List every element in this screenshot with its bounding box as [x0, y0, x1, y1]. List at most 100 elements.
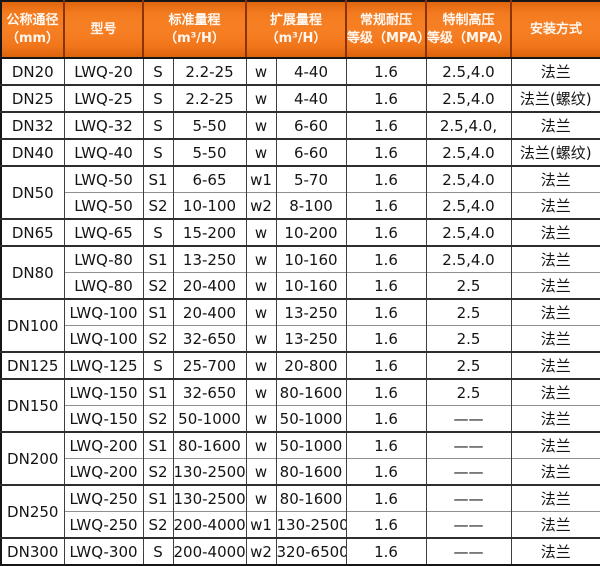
cell-ext-code: w2 [245, 192, 276, 219]
cell-normal-pressure: 1.6 [345, 405, 426, 432]
cell-dn: DN125 [0, 351, 64, 379]
table-row: DN300 LWQ-300 S 200-4000 w2 320-6500 1.6 —— 法兰 [0, 537, 600, 565]
cell-install: 法兰 [510, 192, 600, 219]
cell-std-code: S [142, 84, 173, 112]
cell-dn: DN40 [0, 138, 64, 166]
table-row: LWQ-100 S2 32-650 w 13-250 1.6 2.5 法兰 [1, 325, 600, 352]
cell-high-pressure: —— [425, 431, 511, 459]
cell-ext-code: w1 [245, 511, 276, 538]
cell-install: 法兰 [510, 431, 600, 459]
table-row: DN65 LWQ-65 S 15-200 w 10-200 1.6 2.5,4.0 法兰 [0, 218, 600, 246]
cell-ext-code: w [245, 245, 276, 273]
table-row: LWQ-80 S2 20-400 w 10-160 1.6 2.5 法兰 [1, 272, 600, 299]
cell-high-pressure: —— [425, 484, 511, 512]
header-row: 公称通径 （mm） 型号 标准量程 （m³/H） 扩展量程 （m³/H） 常规耐… [1, 1, 600, 59]
cell-ext-code: w [245, 378, 276, 406]
header-unit: 等级（MPA） [347, 30, 431, 46]
table-row: DN150 LWQ-150 S1 32-650 w 80-1600 1.6 2.5 法兰 [0, 378, 600, 432]
cell-normal-pressure: 1.6 [345, 84, 426, 112]
cell-ext-range: 320-6500 [275, 537, 346, 565]
cell-model: LWQ-20 [63, 57, 143, 85]
cell-std-code: S1 [142, 378, 173, 406]
cell-install: 法兰 [510, 537, 600, 565]
cell-std-code: S2 [142, 192, 173, 219]
cell-ext-range: 80-1600 [275, 458, 346, 485]
cell-model: LWQ-250 [63, 484, 143, 512]
cell-std-range: 50-1000 [172, 405, 246, 432]
cell-ext-range: 130-2500 [275, 511, 346, 538]
cell-dn: DN25 [0, 84, 64, 112]
cell-normal-pressure: 1.6 [345, 165, 426, 193]
cell-std-range: 5-50 [172, 111, 246, 139]
header-standard-range: 标准量程 （m³/H） [142, 1, 246, 59]
cell-high-pressure: 2.5 [425, 378, 511, 406]
cell-ext-code: w [245, 111, 276, 139]
cell-ext-range: 50-1000 [275, 431, 346, 459]
cell-std-code: S [142, 351, 173, 379]
cell-std-range: 25-700 [172, 351, 246, 379]
cell-ext-code: w [245, 325, 276, 352]
cell-model: LWQ-100 [63, 325, 143, 352]
cell-model: LWQ-50 [63, 165, 143, 193]
cell-model: LWQ-50 [63, 192, 143, 219]
cell-normal-pressure: 1.6 [345, 484, 426, 512]
cell-dn: DN50 [0, 165, 64, 219]
cell-ext-range: 80-1600 [275, 484, 346, 512]
cell-model: LWQ-150 [63, 378, 143, 406]
cell-high-pressure: 2.5,4.0 [425, 138, 511, 166]
table-row: DN40 LWQ-40 S 5-50 w 6-60 1.6 2.5,4.0 法兰(螺纹) [0, 138, 600, 166]
cell-ext-code: w [245, 138, 276, 166]
cell-normal-pressure: 1.6 [345, 272, 426, 299]
cell-std-code: S [142, 537, 173, 565]
cell-ext-range: 8-100 [275, 192, 346, 219]
cell-std-code: S2 [142, 325, 173, 352]
cell-dn: DN300 [0, 537, 64, 565]
cell-ext-range: 6-60 [275, 111, 346, 139]
header-unit: （m³/H） [164, 30, 225, 46]
cell-ext-range: 4-40 [275, 57, 346, 85]
cell-std-range: 2.2-25 [172, 84, 246, 112]
table-row: DN80 LWQ-80 S1 13-250 w 10-160 1.6 2.5,4.0 法兰 [0, 245, 600, 299]
table-row: DN125 LWQ-125 S 25-700 w 20-800 1.6 2.5 法兰 [0, 351, 600, 379]
cell-std-code: S [142, 57, 173, 85]
cell-model: LWQ-125 [63, 351, 143, 379]
cell-install: 法兰 [510, 484, 600, 512]
header-label: 型号 [90, 21, 117, 37]
header-installation: 安装方式 [510, 1, 600, 59]
header-unit: （mm） [5, 30, 60, 46]
header-label: 特制高压 [442, 12, 495, 28]
header-high-pressure: 特制高压 等级（MPA） [425, 1, 511, 59]
cell-high-pressure: 2.5 [425, 351, 511, 379]
cell-normal-pressure: 1.6 [345, 218, 426, 246]
cell-ext-code: w1 [245, 165, 276, 193]
table-row: DN50 LWQ-50 S1 6-65 w1 5-70 1.6 2.5,4.0 法兰 [0, 165, 600, 219]
header-model: 型号 [63, 1, 143, 59]
cell-dn: DN100 [0, 298, 64, 352]
cell-std-range: 200-4000 [172, 511, 246, 538]
cell-ext-code: w2 [245, 537, 276, 565]
cell-ext-code: w [245, 272, 276, 299]
table-row: LWQ-250 S2 200-4000 w1 130-2500 1.6 —— 法兰 [1, 511, 600, 538]
header-label: 常规耐压 [359, 12, 412, 28]
cell-install: 法兰 [510, 272, 600, 299]
cell-std-range: 200-4000 [172, 537, 246, 565]
table-row: DN250 LWQ-250 S1 130-2500 w 80-1600 1.6 —— 法兰 [0, 484, 600, 538]
header-label: 安装方式 [529, 21, 582, 37]
cell-std-range: 20-400 [172, 272, 246, 299]
cell-std-code: S1 [142, 298, 173, 326]
cell-ext-code: w [245, 458, 276, 485]
cell-high-pressure: 2.5,4.0 [425, 245, 511, 273]
cell-std-code: S [142, 218, 173, 246]
cell-model: LWQ-32 [63, 111, 143, 139]
cell-install: 法兰(螺纹) [510, 138, 600, 166]
cell-dn: DN80 [0, 245, 64, 299]
cell-ext-code: w [245, 298, 276, 326]
cell-dn: DN65 [0, 218, 64, 246]
cell-std-code: S1 [142, 431, 173, 459]
cell-ext-range: 10-160 [275, 272, 346, 299]
cell-normal-pressure: 1.6 [345, 57, 426, 85]
cell-ext-range: 4-40 [275, 84, 346, 112]
header-label: 扩展量程 [269, 12, 322, 28]
table-row: DN200 LWQ-200 S1 80-1600 w 50-1000 1.6 —— 法兰 [0, 431, 600, 485]
